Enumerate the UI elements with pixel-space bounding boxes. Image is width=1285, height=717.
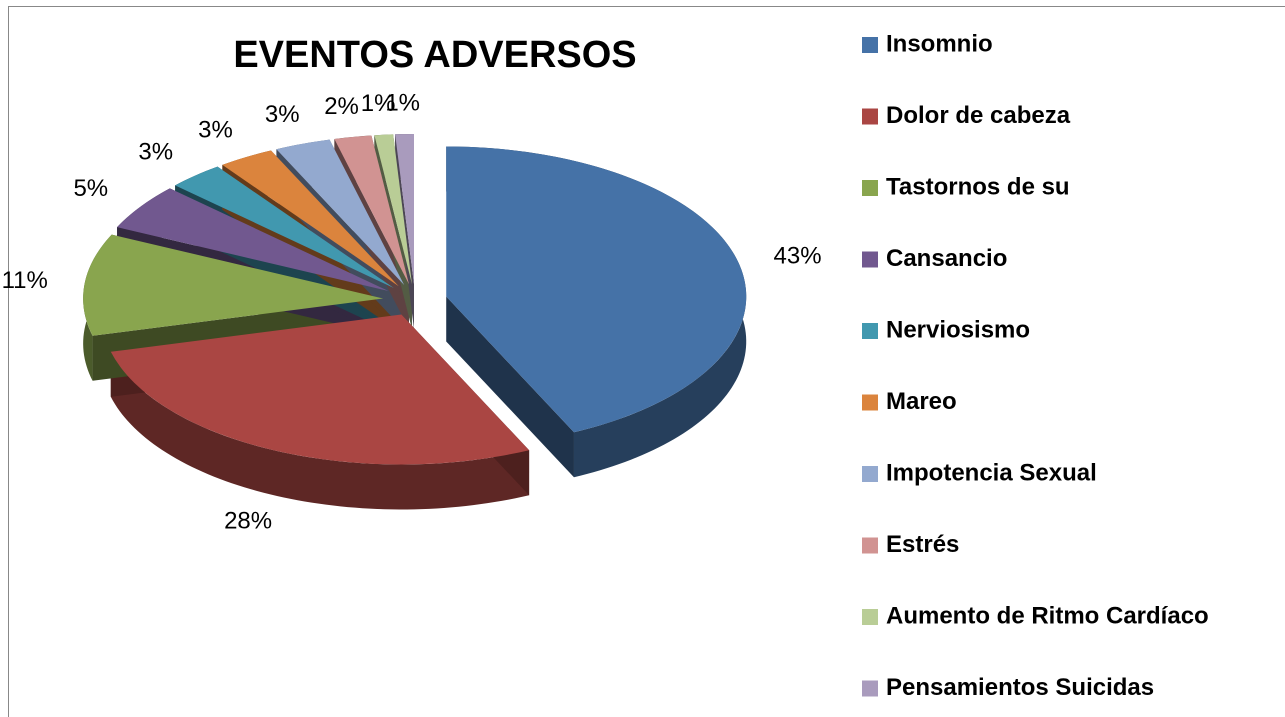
data-label: 1% xyxy=(361,90,396,117)
legend-swatch xyxy=(862,394,878,411)
slice xyxy=(117,188,389,292)
data-label: 43% xyxy=(774,243,822,270)
slice xyxy=(395,134,414,285)
slice xyxy=(222,150,399,287)
slice xyxy=(374,134,412,285)
legend-label: Pensamientos Suicidas xyxy=(886,674,1154,701)
legend-swatch xyxy=(862,37,878,53)
legend-label: Tastornos de su xyxy=(886,173,1070,200)
data-label: 3% xyxy=(198,117,233,144)
legend-label: Mareo xyxy=(886,388,957,415)
legend-swatch xyxy=(862,180,878,196)
data-label: 28% xyxy=(224,508,272,535)
data-label: 3% xyxy=(138,138,173,165)
legend-swatch xyxy=(862,108,878,125)
chart-frame xyxy=(8,6,1285,717)
legend-label: Impotencia Sexual xyxy=(886,459,1097,486)
legend-label: Dolor de cabeza xyxy=(886,102,1071,129)
slice-side xyxy=(110,351,530,510)
data-label: 3% xyxy=(265,101,300,128)
legend-label: Aumento de Ritmo Cardíaco xyxy=(886,602,1209,629)
legend-label: Cansancio xyxy=(886,245,1007,272)
slice-side xyxy=(446,296,574,478)
legend-swatch xyxy=(862,466,878,482)
legend-swatch xyxy=(862,323,878,339)
data-label: 5% xyxy=(73,175,108,202)
data-label: 2% xyxy=(324,93,359,120)
slice xyxy=(83,234,384,336)
legend-label: Estrés xyxy=(886,531,959,558)
slice xyxy=(110,314,530,465)
legend-swatch xyxy=(862,537,878,554)
slice xyxy=(446,146,747,433)
legend-label: Nerviosismo xyxy=(886,316,1030,343)
legend-label: Insomnio xyxy=(886,30,993,57)
legend-swatch xyxy=(862,609,878,625)
data-label: 11% xyxy=(2,267,48,294)
data-label: 1% xyxy=(385,89,420,116)
slice xyxy=(276,139,405,285)
chart-title: EVENTOS ADVERSOS xyxy=(233,34,636,76)
slice xyxy=(175,166,394,288)
legend-swatch xyxy=(862,680,878,697)
legend-swatch xyxy=(862,251,878,268)
slice xyxy=(334,135,410,285)
